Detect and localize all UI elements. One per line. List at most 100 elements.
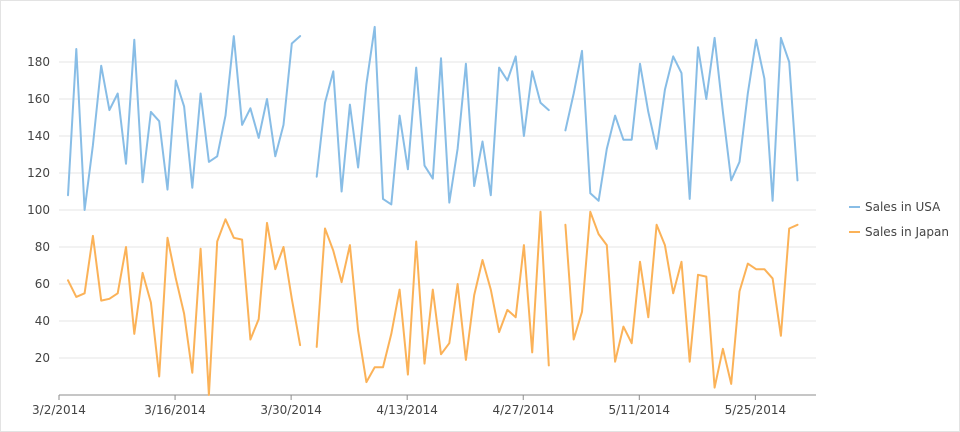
data-point [241, 239, 243, 241]
data-point [158, 376, 160, 378]
data-point [564, 224, 566, 226]
data-point [614, 115, 616, 117]
data-point [349, 244, 351, 246]
data-point [506, 309, 508, 311]
data-point [705, 98, 707, 100]
data-point [606, 148, 608, 150]
data-point [440, 353, 442, 355]
data-point [797, 224, 799, 226]
data-point [117, 92, 119, 94]
data-point [473, 185, 475, 187]
legend-label: Sales in Japan [865, 225, 949, 239]
data-point [763, 268, 765, 270]
data-point [738, 290, 740, 292]
data-point [200, 92, 202, 94]
legend-item[interactable]: Sales in Japan [849, 225, 949, 239]
data-point [299, 344, 301, 346]
data-point [780, 37, 782, 39]
data-point [573, 339, 575, 341]
data-point [490, 194, 492, 196]
data-point [100, 300, 102, 302]
data-point [150, 302, 152, 304]
data-point [755, 39, 757, 41]
data-point [365, 83, 367, 85]
x-tick-label: 5/25/2014 [725, 403, 787, 417]
data-point [191, 187, 193, 189]
data-point [672, 292, 674, 294]
data-point [714, 387, 716, 389]
data-point [647, 111, 649, 113]
data-point [374, 26, 376, 28]
data-point [316, 346, 318, 348]
data-point [108, 109, 110, 111]
data-point [274, 155, 276, 157]
data-point [75, 296, 77, 298]
data-point [125, 246, 127, 248]
data-point [755, 268, 757, 270]
legend-item[interactable]: Sales in USA [849, 200, 941, 214]
data-point [208, 394, 210, 396]
data-point [133, 39, 135, 41]
legend-label: Sales in USA [865, 200, 941, 214]
y-tick-label: 180 [27, 55, 50, 69]
data-point [440, 57, 442, 59]
data-point [249, 107, 251, 109]
data-point [465, 359, 467, 361]
series-line[interactable] [67, 25, 799, 211]
data-point [100, 65, 102, 67]
data-point [573, 92, 575, 94]
data-point [788, 228, 790, 230]
data-point [672, 55, 674, 57]
data-point [664, 244, 666, 246]
data-point [332, 250, 334, 252]
x-tick-label: 4/27/2014 [492, 403, 554, 417]
data-point [399, 289, 401, 291]
data-point [225, 115, 227, 117]
data-point [747, 263, 749, 265]
data-point [622, 139, 624, 141]
data-point [108, 298, 110, 300]
data-point [374, 366, 376, 368]
data-point [531, 351, 533, 353]
data-point [415, 67, 417, 69]
series-line[interactable] [67, 210, 799, 396]
data-point [432, 289, 434, 291]
data-point [482, 259, 484, 261]
data-point [166, 237, 168, 239]
x-tick-label: 5/11/2014 [609, 403, 671, 417]
data-point [564, 129, 566, 131]
y-tick-label: 20 [35, 351, 50, 365]
data-point [523, 135, 525, 137]
data-point [780, 335, 782, 337]
data-point [291, 298, 293, 300]
data-point [490, 289, 492, 291]
data-point [631, 342, 633, 344]
data-point [332, 70, 334, 72]
data-point [689, 198, 691, 200]
y-tick-label: 120 [27, 166, 50, 180]
data-point [407, 168, 409, 170]
data-point [772, 277, 774, 279]
data-point [407, 374, 409, 376]
data-point [457, 283, 459, 285]
y-tick-label: 40 [35, 314, 50, 328]
data-point [656, 224, 658, 226]
data-point [548, 364, 550, 366]
data-point [473, 294, 475, 296]
data-point [283, 246, 285, 248]
series-sales-japan [67, 210, 799, 396]
data-point [291, 43, 293, 45]
data-point [730, 383, 732, 385]
data-point [589, 192, 591, 194]
data-point [689, 361, 691, 363]
data-point [423, 363, 425, 365]
data-point [67, 194, 69, 196]
data-point [225, 218, 227, 220]
data-point [506, 80, 508, 82]
data-point [216, 155, 218, 157]
data-point [67, 279, 69, 281]
data-point [316, 176, 318, 178]
data-point [797, 179, 799, 181]
data-point [233, 237, 235, 239]
